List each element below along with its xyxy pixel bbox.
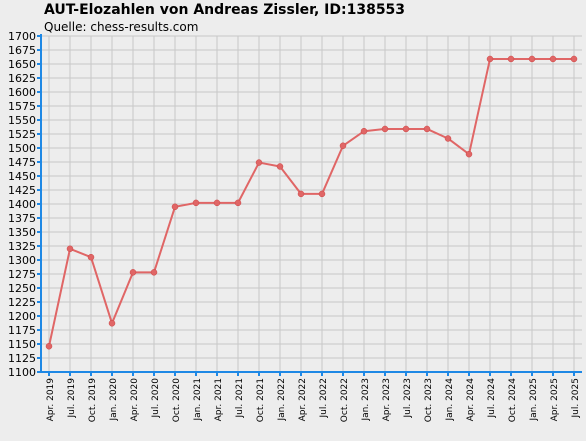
y-tick-label: 1250 [8, 282, 36, 295]
data-point [381, 125, 389, 133]
data-point [276, 163, 284, 170]
data-point [402, 125, 410, 133]
chart-subtitle: Quelle: chess-results.com [44, 20, 199, 34]
x-tick-label: Apr. 2024 [466, 378, 476, 422]
x-tick-label: Oct. 2024 [508, 378, 518, 422]
y-tick-label: 1625 [8, 72, 36, 85]
data-point [255, 159, 263, 166]
y-tick-label: 1225 [8, 296, 36, 309]
data-point [507, 55, 515, 63]
x-tick-label: Jan. 2020 [109, 378, 119, 422]
data-point [318, 190, 326, 198]
x-tick-label: Jul. 2023 [403, 378, 413, 419]
x-tick-label: Jan. 2022 [277, 378, 287, 422]
x-tick-label: Jul. 2024 [487, 378, 497, 419]
data-point [570, 55, 578, 63]
x-tick-label: Jan. 2025 [529, 378, 539, 422]
y-tick-label: 1550 [8, 114, 36, 127]
data-point [528, 55, 536, 63]
x-tick-label: Apr. 2022 [298, 378, 308, 421]
data-point [339, 142, 347, 150]
data-point [66, 245, 74, 253]
y-tick-label: 1475 [8, 156, 36, 169]
series-line [48, 57, 574, 347]
y-tick-label: 1400 [8, 198, 36, 211]
data-point [45, 342, 53, 350]
data-point [108, 320, 116, 327]
data-point [129, 269, 137, 276]
x-tick-label: Apr. 2020 [130, 378, 140, 422]
y-tick-label: 1650 [8, 58, 36, 71]
data-point [486, 55, 494, 63]
y-tick-label: 1575 [8, 100, 36, 113]
y-tick-label: 1125 [8, 352, 36, 365]
x-tick-label: Oct. 2020 [172, 378, 182, 422]
y-tick-label: 1150 [8, 338, 36, 351]
data-point [87, 253, 95, 261]
y-tick-label: 1375 [8, 212, 36, 225]
x-tick-label: Jul. 2025 [571, 378, 581, 419]
x-tick-label: Jan. 2021 [193, 378, 203, 422]
y-tick-label: 1675 [8, 44, 36, 57]
x-tick-label: Oct. 2019 [88, 378, 98, 422]
y-tick-label: 1425 [8, 184, 36, 197]
y-tick-label: 1450 [8, 170, 36, 183]
x-tick-label: Apr. 2023 [382, 378, 392, 421]
data-point [213, 199, 221, 207]
data-point [444, 135, 452, 142]
data-point [192, 199, 200, 207]
x-tick-label: Jan. 2023 [361, 378, 371, 422]
data-point [150, 269, 158, 276]
data-point [297, 190, 305, 198]
x-tick-label: Jul. 2019 [67, 378, 77, 419]
y-tick-label: 1525 [8, 128, 36, 141]
y-tick-label: 1600 [8, 86, 36, 99]
x-tick-label: Apr. 2021 [214, 378, 224, 421]
data-point [465, 150, 473, 158]
data-point [423, 125, 431, 133]
y-tick-label: 1300 [8, 254, 36, 267]
x-tick-label: Jul. 2020 [151, 378, 161, 419]
data-point [171, 203, 179, 211]
x-tick-label: Apr. 2025 [550, 378, 560, 421]
chart-title: AUT-Elozahlen von Andreas Zissler, ID:13… [44, 2, 406, 18]
x-tick-label: Jul. 2022 [319, 378, 329, 419]
x-tick-label: Apr. 2019 [46, 378, 56, 422]
y-tick-label: 1175 [8, 324, 36, 337]
y-tick-label: 1350 [8, 226, 36, 239]
x-tick-label: Jan. 2024 [445, 378, 455, 422]
x-tick-label: Oct. 2023 [424, 378, 434, 422]
data-point [549, 55, 557, 63]
x-tick-label: Oct. 2021 [256, 378, 266, 422]
x-tick-label: Jul. 2021 [235, 378, 245, 419]
x-tick-label: Oct. 2022 [340, 378, 350, 422]
y-tick-label: 1325 [8, 240, 36, 253]
y-tick-label: 1100 [8, 366, 36, 379]
y-tick-label: 1500 [8, 142, 36, 155]
data-point [234, 199, 242, 207]
y-tick-label: 1200 [8, 310, 36, 323]
y-tick-label: 1700 [8, 30, 36, 43]
data-point [360, 127, 368, 135]
y-tick-label: 1275 [8, 268, 36, 281]
